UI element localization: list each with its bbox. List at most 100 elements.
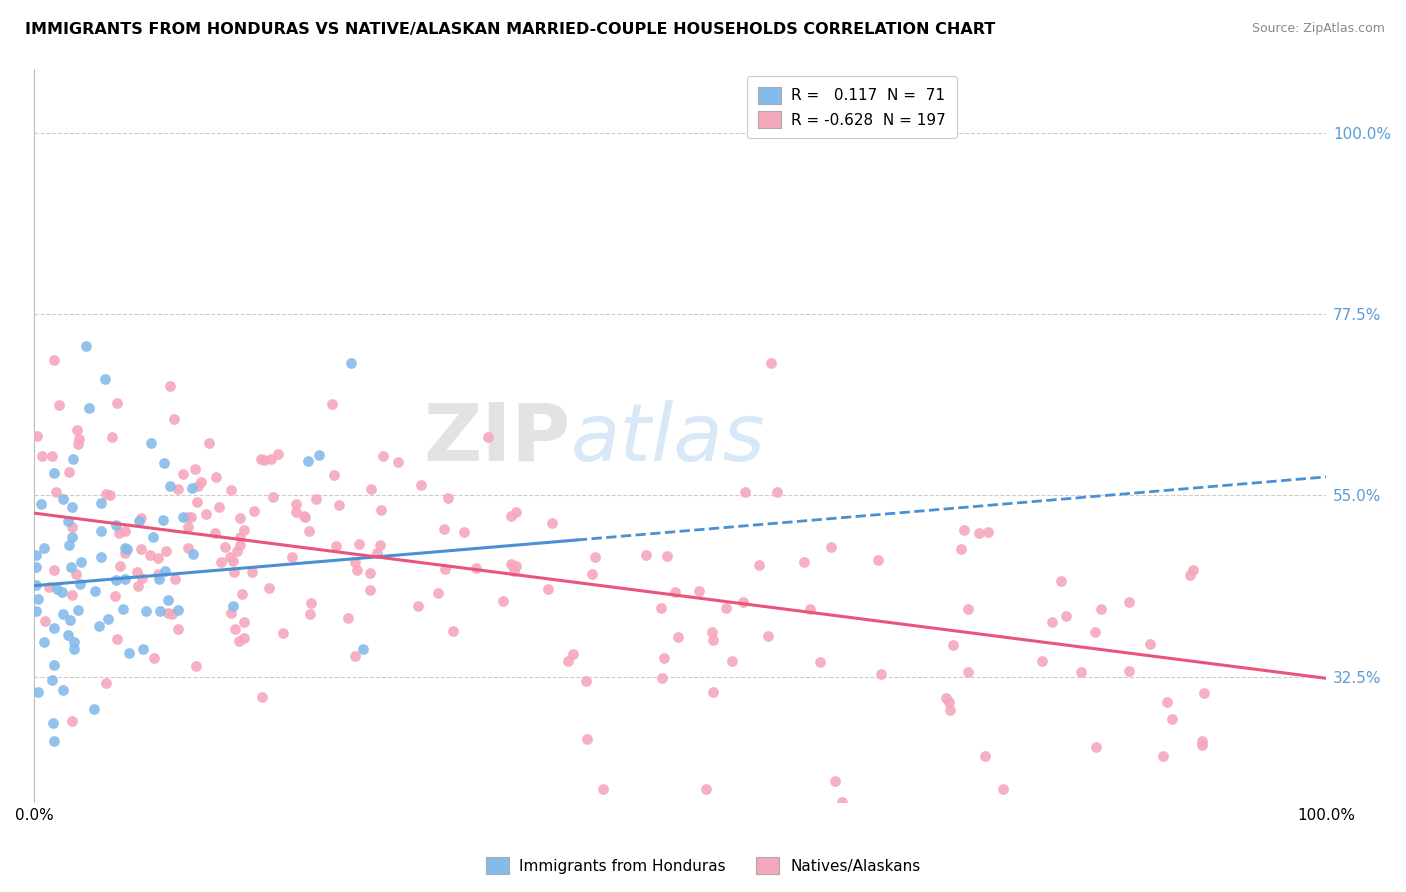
Point xyxy=(427,585,450,599)
Point xyxy=(187,479,209,493)
Point xyxy=(135,604,157,618)
Point xyxy=(63,635,86,649)
Point xyxy=(562,647,585,661)
Point xyxy=(127,565,149,579)
Point xyxy=(148,573,170,587)
Point xyxy=(184,659,207,673)
Point xyxy=(1192,686,1215,700)
Point xyxy=(938,696,960,710)
Point xyxy=(42,734,65,748)
Point xyxy=(298,524,321,538)
Point xyxy=(229,510,252,524)
Point xyxy=(97,612,120,626)
Point xyxy=(31,449,53,463)
Point xyxy=(51,585,73,599)
Point xyxy=(159,378,181,392)
Point xyxy=(695,782,717,797)
Point xyxy=(155,564,177,578)
Point xyxy=(96,487,118,501)
Point xyxy=(299,596,322,610)
Point xyxy=(1085,739,1108,754)
Point xyxy=(359,583,381,598)
Point xyxy=(222,565,245,579)
Point xyxy=(406,599,429,614)
Point xyxy=(146,566,169,581)
Point xyxy=(650,600,672,615)
Point xyxy=(1083,625,1105,640)
Point xyxy=(953,523,976,537)
Point xyxy=(90,495,112,509)
Point xyxy=(101,430,124,444)
Point xyxy=(359,566,381,580)
Point xyxy=(214,540,236,554)
Point xyxy=(204,526,226,541)
Point xyxy=(139,436,162,450)
Point xyxy=(294,509,316,524)
Point xyxy=(651,671,673,685)
Point xyxy=(702,633,724,648)
Point xyxy=(219,483,242,497)
Point xyxy=(935,690,957,705)
Point xyxy=(208,500,231,515)
Point xyxy=(575,732,598,747)
Point xyxy=(831,795,853,809)
Point xyxy=(90,524,112,538)
Point xyxy=(183,547,205,561)
Point xyxy=(700,625,723,640)
Point xyxy=(117,646,139,660)
Point xyxy=(58,538,80,552)
Point xyxy=(370,503,392,517)
Point xyxy=(1118,595,1140,609)
Point xyxy=(260,452,283,467)
Point xyxy=(127,579,149,593)
Point xyxy=(1050,574,1073,588)
Point xyxy=(152,513,174,527)
Point xyxy=(714,601,737,615)
Point xyxy=(321,397,343,411)
Point xyxy=(808,655,831,669)
Point xyxy=(94,371,117,385)
Point xyxy=(105,396,128,410)
Point xyxy=(453,524,475,539)
Point xyxy=(142,651,165,665)
Point xyxy=(59,613,82,627)
Point xyxy=(240,566,263,580)
Point xyxy=(60,500,83,515)
Point xyxy=(77,401,100,416)
Point xyxy=(285,505,308,519)
Point xyxy=(42,466,65,480)
Point xyxy=(90,550,112,565)
Point xyxy=(63,641,86,656)
Point xyxy=(868,553,890,567)
Point xyxy=(25,604,48,618)
Point xyxy=(655,549,678,563)
Point xyxy=(51,683,73,698)
Point xyxy=(159,479,181,493)
Point xyxy=(366,546,388,560)
Point xyxy=(759,355,782,369)
Point xyxy=(25,559,48,574)
Text: ZIP: ZIP xyxy=(423,400,571,478)
Point xyxy=(222,553,245,567)
Point xyxy=(32,635,55,649)
Point xyxy=(720,654,742,668)
Point xyxy=(233,615,256,630)
Point xyxy=(132,641,155,656)
Point xyxy=(731,595,754,609)
Point xyxy=(505,505,527,519)
Point xyxy=(437,491,460,506)
Point xyxy=(224,623,246,637)
Point xyxy=(205,470,228,484)
Point xyxy=(702,685,724,699)
Point xyxy=(232,523,254,537)
Point xyxy=(87,619,110,633)
Point xyxy=(69,576,91,591)
Point xyxy=(938,702,960,716)
Point xyxy=(52,607,75,621)
Point xyxy=(229,538,252,552)
Point xyxy=(110,559,132,574)
Point xyxy=(464,560,486,574)
Point xyxy=(104,573,127,587)
Point xyxy=(107,526,129,541)
Point xyxy=(114,524,136,538)
